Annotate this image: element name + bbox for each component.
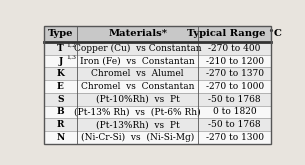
Bar	[44, 80, 271, 93]
Text: R: R	[57, 120, 64, 129]
Text: -50 to 1768: -50 to 1768	[208, 120, 261, 129]
Text: Type: Type	[48, 29, 73, 38]
Bar	[44, 55, 271, 67]
Text: 1,3: 1,3	[66, 55, 76, 60]
Text: -270 to 1300: -270 to 1300	[206, 133, 264, 142]
Text: Iron (Fe)  vs  Constantan: Iron (Fe) vs Constantan	[80, 57, 195, 66]
Text: Materials*: Materials*	[108, 29, 167, 38]
Text: Copper (Cu)  vs Constantan: Copper (Cu) vs Constantan	[74, 44, 201, 53]
Text: S: S	[57, 95, 64, 104]
Text: (Pt-13% Rh)  vs  (Pt-6% Rh): (Pt-13% Rh) vs (Pt-6% Rh)	[74, 107, 201, 116]
Text: -50 to 1768: -50 to 1768	[208, 95, 261, 104]
Text: K: K	[56, 69, 64, 78]
Text: N: N	[56, 133, 65, 142]
Text: Chromel  vs  Alumel: Chromel vs Alumel	[92, 69, 184, 78]
Text: (Pt-13%Rh)  vs  Pt: (Pt-13%Rh) vs Pt	[96, 120, 180, 129]
Text: (Ni-Cr-Si)  vs  (Ni-Si-Mg): (Ni-Cr-Si) vs (Ni-Si-Mg)	[81, 133, 194, 142]
Bar	[44, 93, 271, 106]
Text: 0 to 1820: 0 to 1820	[213, 107, 257, 116]
Text: B: B	[57, 107, 64, 116]
Text: Typical Range °C: Typical Range °C	[187, 29, 282, 38]
Text: -270 to 400: -270 to 400	[208, 44, 261, 53]
Text: Chromel  vs  Constantan: Chromel vs Constantan	[81, 82, 194, 91]
Text: T: T	[57, 44, 64, 53]
Text: -270 to 1370: -270 to 1370	[206, 69, 264, 78]
Text: (Pt-10%Rh)  vs  Pt: (Pt-10%Rh) vs Pt	[96, 95, 180, 104]
Bar	[44, 67, 271, 80]
Text: -210 to 1200: -210 to 1200	[206, 57, 264, 66]
Text: E: E	[57, 82, 64, 91]
Bar	[44, 131, 271, 144]
Bar	[44, 42, 271, 55]
Text: 1,2: 1,2	[66, 42, 76, 47]
Text: J: J	[58, 57, 63, 66]
Bar	[44, 26, 271, 42]
Bar	[44, 118, 271, 131]
Bar	[44, 106, 271, 118]
Text: -270 to 1000: -270 to 1000	[206, 82, 264, 91]
